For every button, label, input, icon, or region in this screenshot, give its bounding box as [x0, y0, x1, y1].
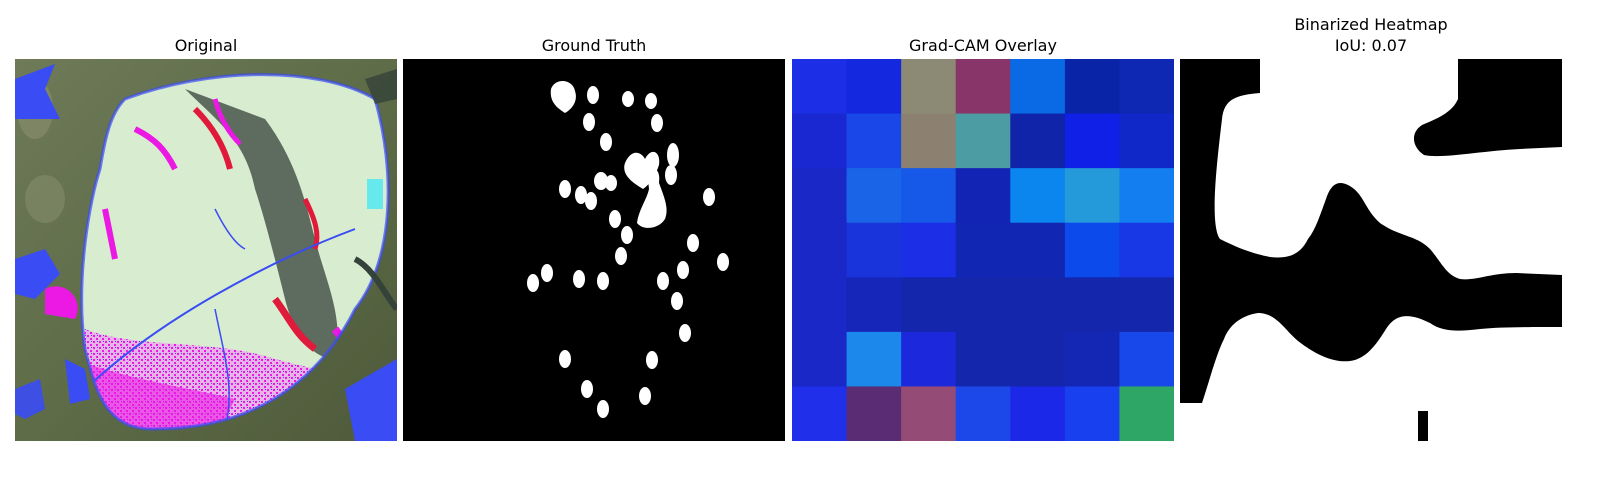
binarized-mask [1180, 59, 1562, 441]
gradcam-overlay [792, 59, 1174, 441]
gradcam-cell [901, 168, 957, 224]
gradcam-cell [901, 277, 957, 333]
panel-ground-truth: Ground Truth [403, 0, 785, 500]
panel-original: Original [15, 0, 397, 500]
gradcam-cell [846, 59, 902, 115]
gradcam-cell [1064, 59, 1121, 115]
gradcam-cell [1064, 168, 1121, 224]
gradcam-cell [955, 386, 1011, 441]
gradcam-cell [1064, 277, 1121, 333]
gradcam-cell [792, 331, 848, 388]
panel-gradcam: Grad-CAM Overlay [792, 0, 1174, 500]
gradcam-cell [1010, 168, 1066, 224]
gradcam-cell [901, 331, 957, 388]
gradcam-cell [846, 277, 902, 333]
gradcam-cell [792, 277, 848, 333]
gradcam-cell [955, 331, 1011, 388]
binarized-regions [1180, 59, 1562, 441]
gradcam-cell [1119, 222, 1174, 278]
gradcam-grid [792, 59, 1174, 441]
gradcam-cell [1119, 59, 1174, 115]
gradcam-cell [955, 277, 1011, 333]
gradcam-cell [901, 59, 957, 115]
gradcam-cell [792, 222, 848, 278]
panel-title-ground-truth: Ground Truth [541, 36, 647, 55]
gradcam-cell [1010, 277, 1066, 333]
panel-binarized: Binarized Heatmap IoU: 0.07 [1180, 0, 1562, 500]
gradcam-cell [1010, 331, 1066, 388]
iou-label: IoU: 0.07 [1334, 36, 1408, 55]
gradcam-cell [1064, 113, 1121, 169]
gradcam-cell [792, 113, 848, 169]
gradcam-cell [901, 113, 957, 169]
gradcam-cell [955, 113, 1011, 169]
panel-title-original: Original [174, 36, 238, 55]
gradcam-cell [901, 222, 957, 278]
gradcam-cell [901, 386, 957, 441]
gradcam-cell [846, 386, 902, 441]
gradcam-cell [1119, 386, 1174, 441]
gradcam-cell [1119, 331, 1174, 388]
gradcam-cell [846, 222, 902, 278]
mask-spots [527, 80, 729, 418]
original-image [15, 59, 397, 441]
binarized-title: Binarized Heatmap [1294, 15, 1448, 34]
gradcam-cell [955, 222, 1011, 278]
gradcam-cell [1119, 113, 1174, 169]
mask-background [403, 59, 785, 441]
gradcam-cell [1064, 331, 1121, 388]
gradcam-cell [955, 168, 1011, 224]
gradcam-cell [1064, 222, 1121, 278]
gradcam-cell [846, 113, 902, 169]
gradcam-cell [1010, 386, 1066, 441]
gradcam-cell [846, 168, 902, 224]
gradcam-cell [1010, 59, 1066, 115]
panel-title-binarized: Binarized Heatmap IoU: 0.07 [1180, 14, 1562, 56]
gradcam-cell [1064, 386, 1121, 441]
gradcam-cell [1119, 277, 1174, 333]
ground-truth-mask [403, 59, 785, 441]
panel-title-gradcam: Grad-CAM Overlay [909, 36, 1057, 55]
gradcam-cell [955, 59, 1011, 115]
gradcam-cell [846, 331, 902, 388]
gradcam-cell [1010, 222, 1066, 278]
gradcam-cell [792, 168, 848, 224]
gradcam-cell [1010, 113, 1066, 169]
gradcam-cell [792, 59, 848, 115]
gradcam-cell [1119, 168, 1174, 224]
gradcam-cell [792, 386, 848, 441]
